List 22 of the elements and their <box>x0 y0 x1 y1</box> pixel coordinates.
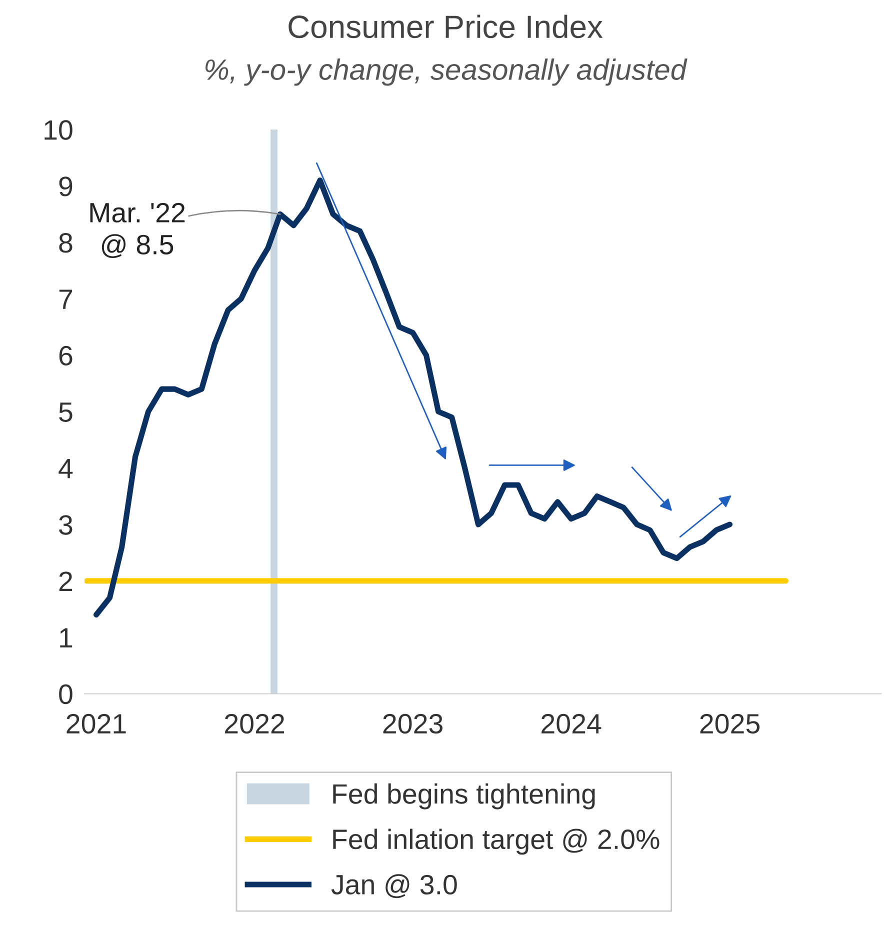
y-tick-label: 0 <box>59 684 72 704</box>
legend-label: Fed inlation target @ 2.0% <box>333 828 660 855</box>
y-tick-label: 3 <box>59 515 72 535</box>
x-tick-label: 2025 <box>700 714 760 734</box>
x-tick-label: 2023 <box>383 714 442 734</box>
y-tick-label: 8 <box>59 233 72 253</box>
y-tick-label: 7 <box>59 290 72 309</box>
annotation: Mar. '22 @ 8.5 <box>90 202 185 258</box>
y-tick-label: 5 <box>59 402 72 422</box>
legend-label: Fed begins tightening <box>333 783 595 810</box>
x-tick-label: 2022 <box>225 714 284 734</box>
y-tick-label: 4 <box>58 459 73 478</box>
x-tick-label: 2021 <box>66 714 126 734</box>
y-tick-label: 10 <box>44 120 72 140</box>
chart-subtitle: %, y-o-y change, seasonally adjusted <box>206 58 688 86</box>
y-tick-label: 1 <box>60 628 72 648</box>
y-tick-label: 6 <box>59 346 72 366</box>
y-tick-label: 9 <box>59 176 72 196</box>
legend-label: Jan @ 3.0 <box>331 874 457 898</box>
chart-title: Consumer Price Index <box>288 14 603 38</box>
x-tick-label: 2024 <box>542 714 602 734</box>
y-tick-label: 2 <box>59 572 72 591</box>
